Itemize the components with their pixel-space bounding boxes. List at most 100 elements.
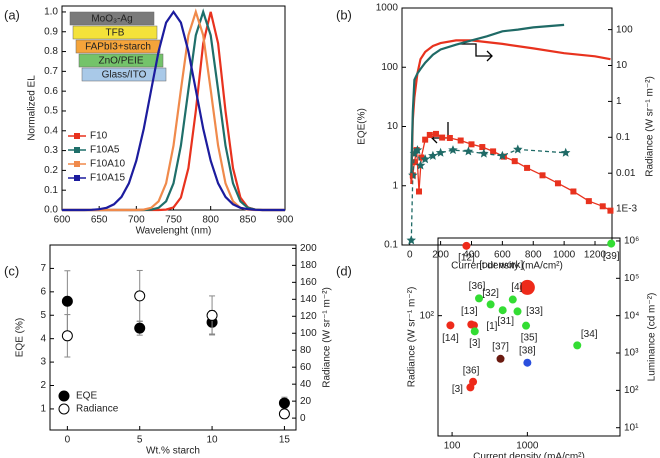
marker	[278, 408, 290, 420]
marker	[479, 148, 489, 158]
y-tick-label: 10²	[420, 310, 435, 321]
x-tick-label: 750	[165, 215, 182, 226]
point	[573, 341, 582, 350]
marker	[415, 160, 426, 170]
y-tick-label: 0.5	[44, 106, 58, 117]
y-tick-label: 6	[40, 286, 46, 297]
y2-tick-label: 10²	[624, 385, 639, 396]
y-axis-title: Radiance (W sr⁻¹ m⁻²)	[407, 287, 418, 388]
point	[469, 321, 478, 330]
legend-label: F10A15	[90, 173, 125, 184]
y-tick-label: 0.2	[44, 165, 58, 176]
point-label: [3]	[469, 338, 480, 349]
point-label: [36]	[463, 365, 480, 376]
y2-tick-label: 80	[300, 345, 312, 356]
x-tick-label: 0	[407, 250, 413, 261]
y-tick-label: 0.3	[44, 145, 58, 156]
y-tick-label: 5	[40, 310, 46, 321]
point	[466, 383, 475, 392]
marker	[479, 144, 486, 151]
y-axis-title: EQE(%)	[357, 108, 368, 145]
arrow-head	[486, 50, 493, 62]
marker	[432, 130, 439, 137]
x-tick-label: 1200	[584, 250, 607, 261]
marker	[607, 207, 614, 214]
y2-tick-label: 100	[300, 328, 317, 339]
point-label: [36]	[469, 281, 486, 292]
point-label: [38]	[519, 345, 536, 356]
point-label: [3]	[452, 384, 463, 395]
plot-frame	[437, 237, 621, 437]
turn-arrows	[431, 43, 493, 144]
marker	[439, 134, 446, 141]
series-line	[410, 148, 566, 241]
x-tick-label: 700	[128, 215, 145, 226]
marker	[435, 147, 446, 157]
point	[519, 279, 535, 295]
point	[446, 321, 455, 330]
marker	[448, 145, 458, 155]
legend-marker	[58, 403, 70, 415]
y2-tick-label: 60	[300, 362, 312, 373]
x-tick-label: 800	[202, 215, 219, 226]
y2-tick-label: 0	[300, 413, 306, 424]
marker	[206, 309, 218, 321]
legend-label: F10A5	[90, 145, 120, 156]
x-axis-title: Wavelenght (nm)	[136, 226, 212, 237]
inset-layer	[78, 53, 164, 68]
x-tick-label: 850	[239, 215, 256, 226]
y-tick-label: 4	[40, 333, 46, 344]
y-tick-label: 0.1	[44, 185, 58, 196]
x-axis-title: Current density (mA/cm²)	[473, 452, 585, 458]
y2-tick-label: 40	[300, 379, 312, 390]
point	[475, 294, 484, 303]
x-tick-label: 900	[277, 215, 294, 226]
point	[508, 295, 517, 304]
y-tick-label: 0.6	[44, 86, 58, 97]
marker	[468, 141, 475, 148]
marker	[446, 134, 453, 141]
plot-frame	[49, 244, 297, 431]
series-line	[62, 9, 285, 212]
marker	[457, 137, 464, 144]
point-label: [32]	[482, 288, 499, 299]
point-label: [14]	[442, 333, 459, 344]
y-tick-label: 1	[392, 180, 398, 191]
point-label: [1]	[486, 321, 497, 332]
point-label: [34]	[581, 329, 598, 340]
point	[462, 241, 471, 250]
panel-label: (d)	[336, 263, 352, 278]
marker	[415, 188, 422, 195]
point-label: [33]	[526, 306, 543, 317]
marker	[560, 147, 571, 157]
series-line	[412, 133, 611, 212]
inset-label: ZnO/PEIE	[98, 56, 143, 67]
marker	[420, 154, 430, 164]
x-tick-label: 10	[207, 435, 219, 446]
y-tick-label: 2	[40, 380, 46, 391]
y2-tick-label: 140	[300, 294, 317, 305]
legend-marker	[58, 390, 70, 402]
inset-layer	[81, 67, 167, 82]
marker	[61, 330, 73, 342]
y2-axis-title: Radiance (W sr⁻¹ m⁻²)	[645, 76, 656, 177]
x-tick-label: 600	[54, 215, 71, 226]
legend-marker	[74, 133, 80, 139]
y-tick-label: 0.8	[44, 46, 58, 57]
panel-label: (c)	[4, 263, 19, 278]
legend-label: F10A10	[90, 159, 125, 170]
y2-tick-label: 100	[616, 24, 633, 35]
legend-marker	[74, 147, 80, 153]
point	[523, 358, 532, 367]
inset-layer	[72, 25, 158, 40]
y-tick-label: 1000	[376, 3, 399, 14]
legend-marker	[74, 175, 80, 181]
y2-tick-label: 120	[300, 311, 317, 322]
y-tick-label: 0.0	[44, 205, 58, 216]
point	[513, 307, 522, 316]
x-tick-label: 100	[444, 441, 461, 452]
y2-tick-label: 1E-3	[616, 204, 638, 215]
y2-axis-title: Luminance (cd m⁻²)	[647, 293, 658, 382]
marker	[134, 322, 146, 334]
